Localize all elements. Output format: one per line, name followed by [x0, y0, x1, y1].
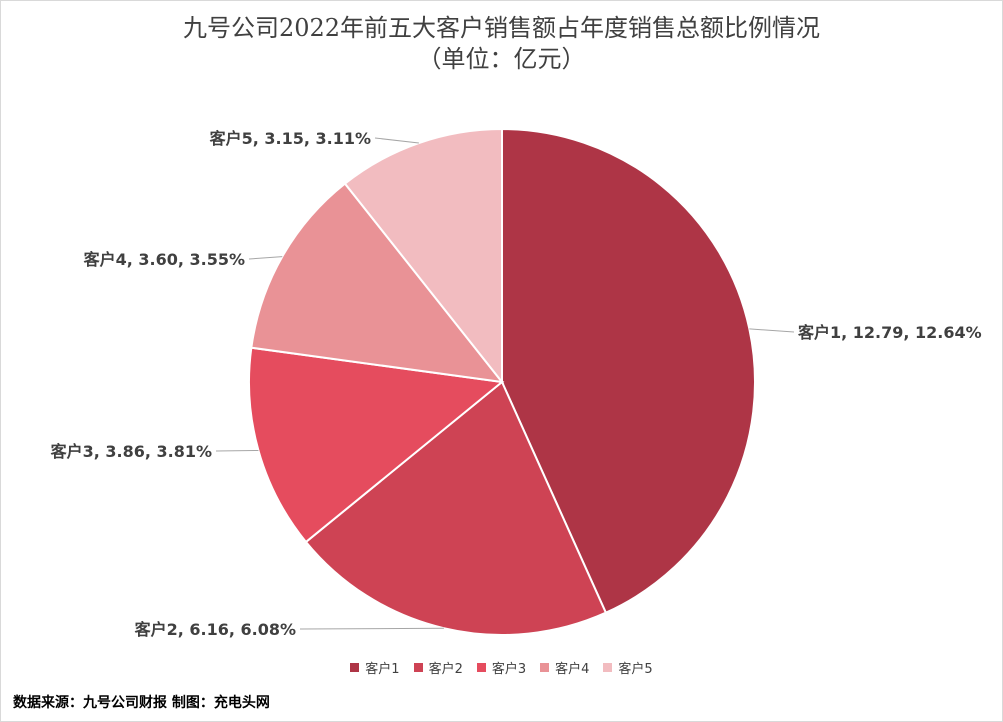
- leader-line-1: [749, 328, 795, 333]
- legend-label-5: 客户5: [618, 662, 653, 677]
- legend-label-3: 客户3: [491, 662, 527, 677]
- legend-label-1: 客户1: [365, 662, 400, 677]
- pie-slice-1: [501, 127, 756, 615]
- leader-line-5: [374, 137, 419, 144]
- legend-item-3: 客户3: [476, 658, 527, 677]
- legend-item-1: 客户1: [350, 658, 400, 677]
- legend-item-4: 客户4: [540, 658, 589, 677]
- chart-subtitle-line: （单位：亿元）: [417, 45, 586, 73]
- data-label-2: 客户2, 6.16, 6.08%: [135, 620, 296, 639]
- chart-title-line: 九号公司2022年前五大客户销售额占年度销售总额比例情况: [182, 14, 821, 42]
- legend-swatch-3: [476, 663, 486, 672]
- source-note: 数据来源：九号公司财报 制图：充电头网: [13, 695, 270, 711]
- data-label-5: 客户5, 3.15, 3.11%: [210, 129, 371, 148]
- pie-slice-5: [343, 127, 503, 385]
- data-label-3: 客户3, 3.86, 3.81%: [51, 442, 212, 461]
- legend-swatch-5: [603, 663, 613, 672]
- legend-item-5: 客户5: [603, 658, 653, 677]
- data-label-1: 客户1, 12.79, 12.64%: [798, 323, 982, 342]
- legend: 客户1 客户2 客户3 客户4 客户5: [1, 658, 1002, 677]
- leader-line-4: [248, 256, 283, 260]
- pie-slice-2: [304, 380, 608, 636]
- legend-label-2: 客户2: [428, 662, 463, 677]
- data-label-4: 客户4, 3.60, 3.55%: [84, 250, 245, 269]
- legend-swatch-2: [413, 663, 423, 672]
- pie-slice-4: [250, 182, 505, 384]
- chart-title: 九号公司2022年前五大客户销售额占年度销售总额比例情况 （单位：亿元）: [1, 13, 1002, 75]
- legend-item-2: 客户2: [413, 658, 463, 677]
- leader-line-2: [299, 627, 444, 630]
- legend-swatch-4: [540, 663, 550, 672]
- legend-swatch-1: [350, 663, 360, 672]
- legend-label-4: 客户4: [555, 662, 590, 677]
